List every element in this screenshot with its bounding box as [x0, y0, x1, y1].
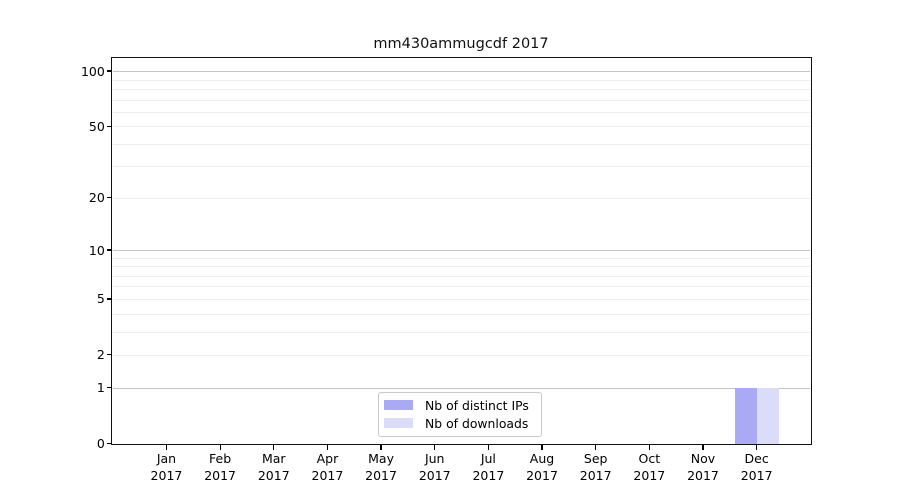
gridline-minor: [112, 166, 811, 168]
gridline-minor: [112, 88, 811, 90]
y-tick: [107, 354, 112, 356]
x-tick-label: May 2017: [365, 451, 397, 483]
y-tick-label: 5: [96, 291, 105, 307]
gridline-major: [112, 71, 811, 73]
x-tick: [756, 445, 758, 450]
legend-label-downloads: Nb of downloads: [425, 415, 529, 431]
x-tick-label: Feb 2017: [204, 451, 236, 483]
gridline-minor: [112, 275, 811, 277]
x-tick-label: Aug 2017: [526, 451, 558, 483]
gridline-minor: [112, 331, 811, 333]
legend-item-downloads: Nb of downloads: [384, 416, 535, 431]
gridline-minor: [112, 143, 811, 145]
x-tick: [273, 445, 275, 450]
x-tick-label: Jun 2017: [418, 451, 451, 483]
x-tick-label: Nov 2017: [687, 451, 719, 483]
x-tick-label: Apr 2017: [311, 451, 344, 483]
gridline-minor: [112, 286, 811, 288]
y-tick-label: 0: [96, 436, 105, 451]
gridline-major: [112, 387, 811, 389]
gridline-minor: [112, 298, 811, 300]
y-tick: [107, 249, 112, 251]
gridline-minor: [112, 126, 811, 128]
gridline-minor: [112, 313, 811, 315]
x-tick-label: Sep 2017: [579, 451, 612, 483]
y-tick-label: 10: [88, 242, 105, 258]
y-tick-label: 2: [96, 347, 105, 363]
x-tick-label: Jul 2017: [472, 451, 505, 483]
x-tick: [648, 445, 650, 450]
x-tick-label: Mar 2017: [257, 451, 290, 483]
gridline-minor: [112, 79, 811, 81]
x-tick: [326, 445, 328, 450]
legend-label-distinct-ips: Nb of distinct IPs: [425, 397, 529, 413]
gridline-minor: [112, 111, 811, 113]
bar-distinct-ips: [734, 387, 757, 445]
gridline-minor: [112, 266, 811, 268]
x-tick: [541, 445, 543, 450]
gridline-minor: [112, 354, 811, 356]
y-tick-label: 50: [88, 118, 105, 134]
x-tick: [434, 445, 436, 450]
gridline-minor: [112, 99, 811, 101]
legend-swatch-downloads-icon: [384, 418, 413, 428]
x-tick: [165, 445, 168, 450]
gridline-minor: [112, 257, 811, 259]
x-tick-label: Oct 2017: [633, 451, 666, 483]
gridline-minor: [112, 197, 811, 199]
gridline-major: [112, 250, 811, 251]
y-tick-label: 100: [80, 63, 105, 79]
legend-item-distinct-ips: Nb of distinct IPs: [384, 398, 535, 413]
y-tick: [107, 442, 112, 445]
x-tick: [595, 445, 597, 450]
y-tick: [107, 125, 112, 127]
y-tick: [107, 70, 112, 72]
x-tick: [487, 445, 489, 450]
y-tick: [107, 197, 112, 199]
bar-downloads: [756, 387, 779, 445]
legend: Nb of distinct IPs Nb of downloads: [378, 391, 542, 437]
y-tick: [107, 386, 112, 389]
y-tick-label: 20: [88, 190, 105, 206]
chart-title: mm430ammugcdf 2017: [373, 36, 549, 52]
x-tick: [702, 445, 704, 450]
x-tick: [380, 445, 382, 450]
x-tick-label: Dec 2017: [740, 451, 773, 483]
legend-swatch-distinct-ips-icon: [384, 400, 413, 410]
x-tick-label: Jan 2017: [150, 451, 183, 483]
x-tick: [219, 445, 221, 450]
y-tick-label: 1: [96, 380, 105, 396]
y-tick: [107, 298, 112, 300]
